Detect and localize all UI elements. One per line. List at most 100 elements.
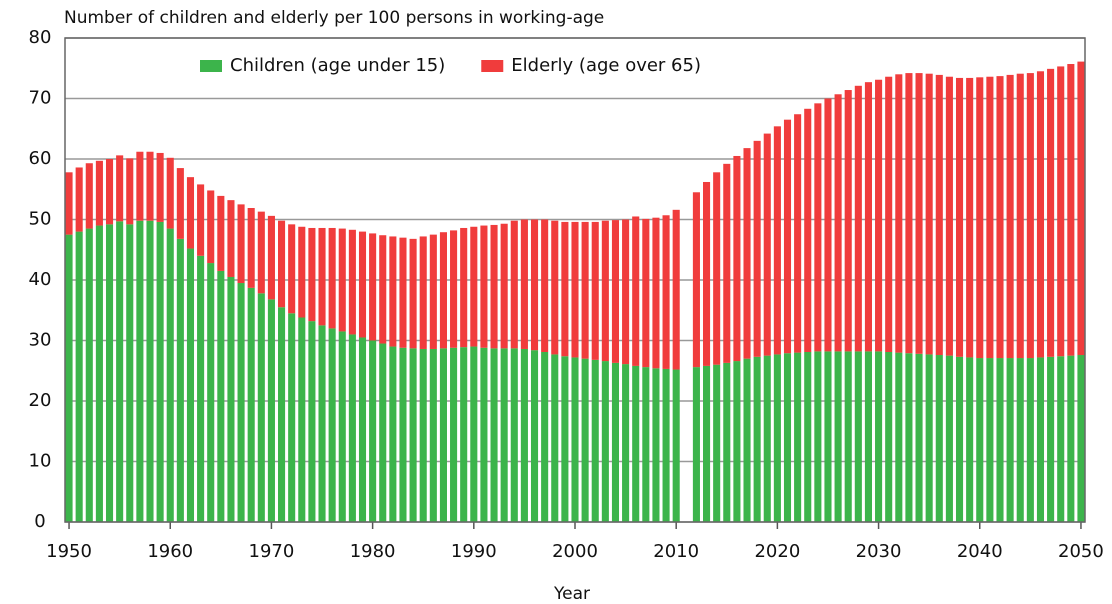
bar-segment [773, 354, 781, 522]
legend-swatch [200, 60, 222, 72]
bar-segment [500, 348, 508, 522]
bar-segment [895, 74, 903, 353]
bar-segment [743, 148, 751, 359]
bar-segment [672, 369, 680, 522]
bar-segment [895, 352, 903, 522]
bar-segment [237, 204, 245, 284]
bar-segment [379, 235, 387, 344]
bar-segment [915, 353, 923, 522]
bar-segment [935, 74, 943, 356]
bar-segment [854, 351, 862, 522]
bar-segment [308, 321, 316, 522]
x-tick-label: 2010 [653, 541, 699, 562]
bar-segment [622, 364, 630, 522]
x-tick-label: 1970 [249, 541, 295, 562]
bar-segment [905, 73, 913, 354]
bar-segment [227, 276, 235, 522]
bar-segment [996, 358, 1004, 522]
bar-segment [1067, 64, 1075, 356]
bar-segment [470, 346, 478, 522]
bar-segment [591, 221, 599, 360]
x-tick-label: 2000 [552, 541, 598, 562]
bar-segment [976, 77, 984, 359]
bar-segment [247, 287, 255, 522]
bar-segment [197, 255, 205, 523]
bar-segment [1016, 73, 1024, 359]
bar-segment [986, 76, 994, 359]
bar-segment [986, 358, 994, 522]
bar-segment [783, 353, 792, 522]
bar-segment [955, 77, 964, 357]
plot-frame [64, 37, 1086, 523]
bar-segment [207, 190, 215, 264]
bar-segment [541, 351, 549, 522]
bar-segment [460, 227, 468, 348]
bar-segment [662, 215, 670, 369]
bar-segment [804, 351, 812, 522]
bar-segment [348, 334, 356, 522]
bar-segment [278, 220, 286, 308]
bar-segment [753, 140, 761, 357]
bar-segment [804, 108, 812, 352]
bar-segment [601, 361, 609, 522]
bar-segment [925, 73, 933, 355]
bar-segment [763, 355, 771, 522]
bar-segment [1006, 358, 1014, 522]
bar-segment [551, 354, 559, 522]
bar-segment [369, 233, 377, 341]
bar-segment [925, 354, 933, 522]
y-tick-label: 60 [29, 148, 52, 169]
bar-segment [480, 225, 488, 348]
bar-segment [834, 351, 842, 522]
bar-segment [743, 358, 751, 522]
bar-segment [611, 362, 620, 522]
x-tick-label: 1950 [46, 541, 92, 562]
bar-segment [652, 368, 660, 522]
bar-segment [490, 348, 498, 522]
bar-segment [450, 230, 458, 348]
bar-segment [1016, 358, 1024, 522]
bar-segment [470, 226, 478, 347]
bar-segment [632, 216, 640, 366]
bar-segment [65, 234, 73, 522]
bar-segment [75, 231, 83, 522]
bar-segment [288, 313, 296, 522]
bar-segment [935, 355, 943, 522]
bar-segment [541, 219, 549, 352]
bar-segment [439, 232, 447, 349]
y-tick-label: 20 [29, 390, 52, 411]
bar-segment [176, 168, 184, 239]
bar-segment [348, 229, 356, 335]
bar-segment [723, 163, 731, 363]
bar-segment [146, 151, 154, 221]
bar-segment [328, 328, 336, 522]
bar-segment [611, 220, 620, 363]
bar-segment [652, 217, 660, 369]
bar-segment [794, 352, 802, 522]
bar-segment [753, 356, 761, 522]
bar-segment [419, 348, 427, 522]
bar-segment [875, 79, 883, 352]
bar-segment [530, 350, 539, 522]
bar-segment [632, 365, 640, 522]
bar-segment [601, 220, 609, 362]
bar-segment [551, 220, 559, 355]
bar-segment [105, 159, 114, 225]
bar-segment [966, 357, 974, 522]
bar-segment [976, 358, 984, 522]
bar-segment [520, 219, 528, 349]
bar-segment [733, 361, 741, 522]
bar-segment [794, 114, 802, 353]
x-axis-label: Year [553, 584, 590, 604]
legend-label: Elderly (age over 65) [511, 55, 701, 76]
bar-segment [176, 238, 184, 523]
bar-segment [713, 172, 721, 365]
bar-segment [642, 218, 650, 368]
bar-segment [328, 227, 336, 329]
bar-segment [530, 219, 539, 351]
bar-segment [116, 155, 124, 222]
bar-segment [126, 158, 134, 225]
bar-segment [288, 224, 296, 314]
bar-segment [945, 355, 953, 522]
bar-segment [278, 307, 286, 522]
